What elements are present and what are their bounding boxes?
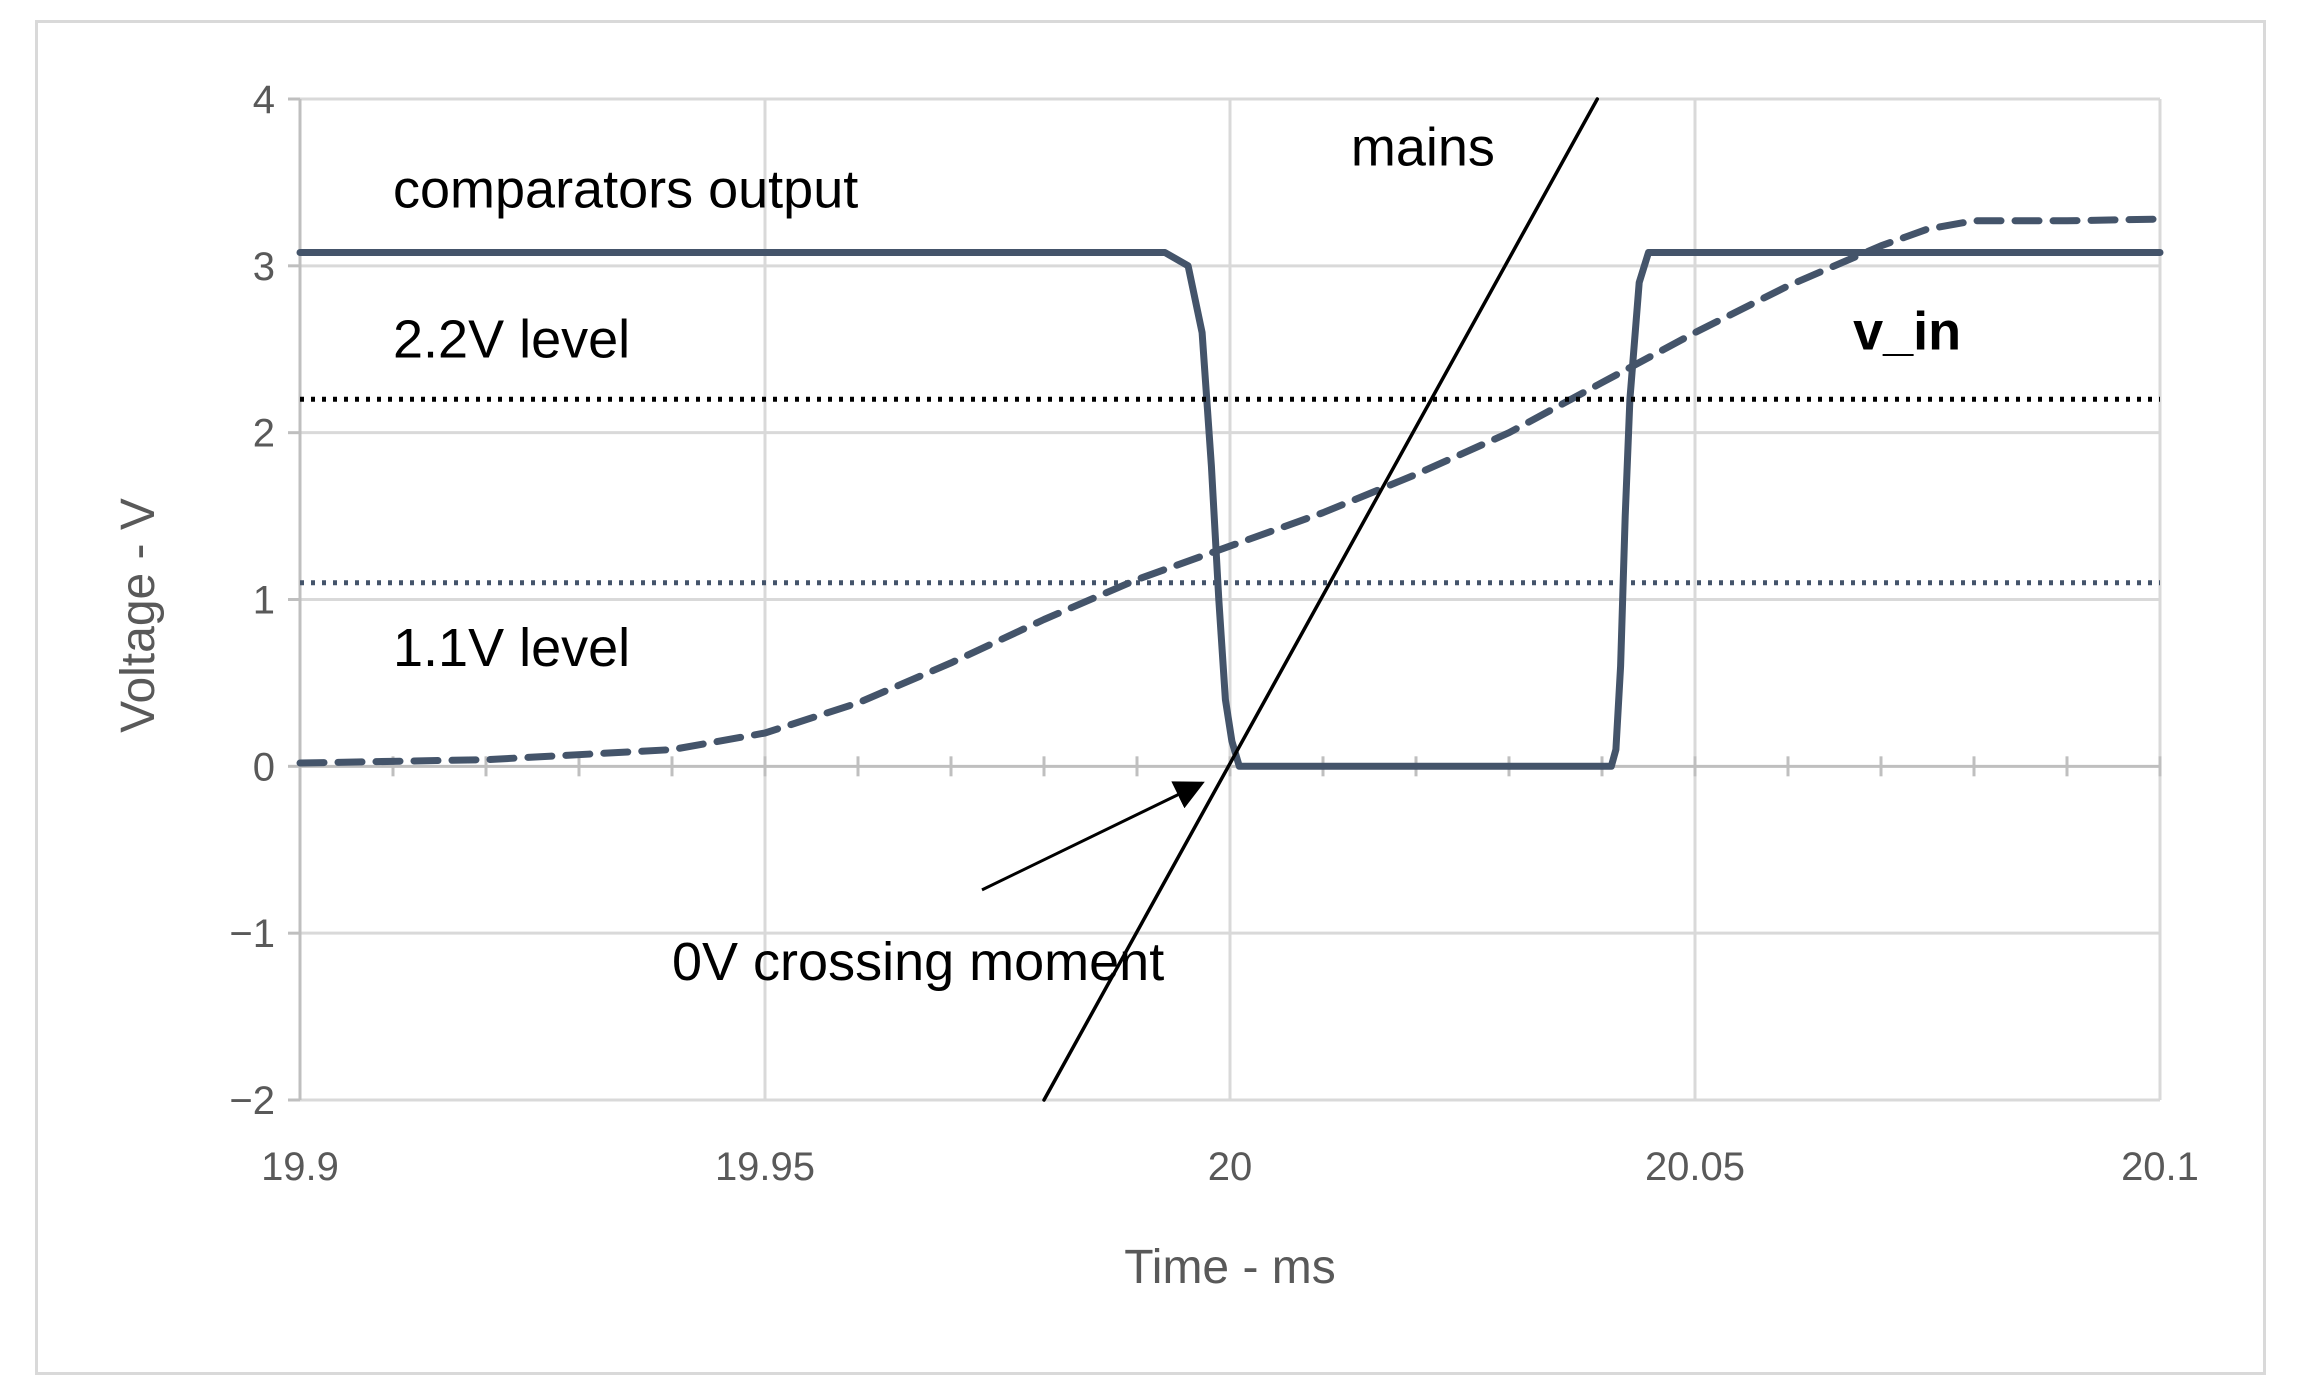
annotation-label: v_in [1853, 301, 1961, 361]
annotation-label: mains [1351, 118, 1495, 178]
annotation-label: 1.1V level [393, 618, 630, 678]
x-tick-label: 19.95 [715, 1145, 815, 1189]
series-v-in [296, 215, 2164, 767]
y-tick-label: 0 [253, 745, 275, 789]
series-comparators-output [296, 249, 2164, 770]
x-axis-title: Time - ms [1124, 1241, 1336, 1294]
y-tick-label: 4 [253, 78, 275, 122]
annotations-layer: comparators output 2.2V level 1.1V level ma… [393, 118, 1961, 992]
y-axis-title: Voltage - V [112, 498, 165, 733]
annotation-label: 2.2V level [393, 310, 630, 370]
y-tick-label: −2 [229, 1079, 275, 1123]
y-tick-label: 1 [253, 579, 275, 623]
series-layer [296, 97, 2164, 1102]
axes: −2 −1 0 1 2 3 4 19.9 19.95 20 20.05 20.1 [229, 78, 2199, 1189]
x-tick-label: 20.05 [1645, 1145, 1745, 1189]
x-tick-label: 20 [1208, 1145, 1253, 1189]
x-tick-label: 19.9 [261, 1145, 339, 1189]
annotation-label: 0V crossing moment [672, 932, 1164, 992]
series-mains [1042, 97, 1600, 1102]
y-tick-label: 3 [253, 245, 275, 289]
annotation-label: comparators output [393, 159, 858, 219]
x-tick-label: 20.1 [2121, 1145, 2199, 1189]
annotation-arrow [981, 781, 1205, 892]
y-tick-label: −1 [229, 912, 275, 956]
y-tick-label: 2 [253, 412, 275, 456]
chart-frame [35, 20, 2266, 1375]
